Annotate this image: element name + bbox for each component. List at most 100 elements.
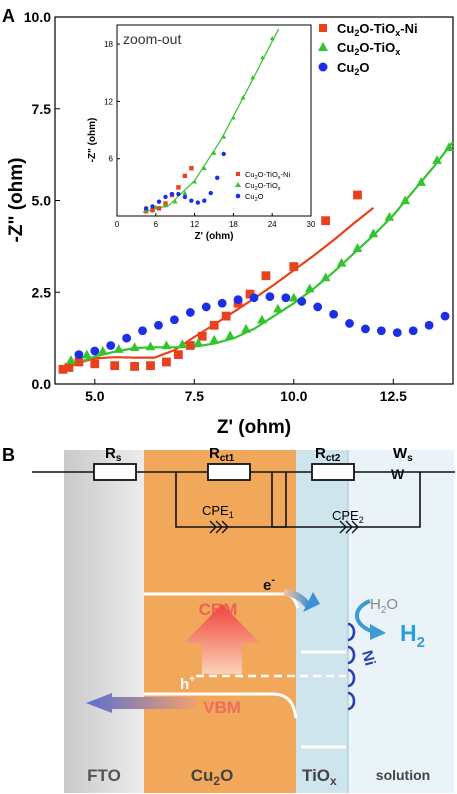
y-tick-label: 6 <box>109 155 114 164</box>
data-point-cu2o <box>233 295 243 304</box>
data-point-cu2o-tiox <box>240 95 246 100</box>
inset-legend: Cu2O-TiOx-Ni Cu2O-TiOx Cu2O <box>235 170 290 203</box>
data-point-cu2o <box>122 333 132 343</box>
ws-label: Ws <box>393 445 413 464</box>
main-data-points <box>58 142 454 374</box>
main-x-axis-label: Z' (ohm) <box>217 417 291 438</box>
legend-label-cu2o: Cu2O <box>337 60 369 77</box>
data-point-cu2o <box>156 199 162 204</box>
fto-label: FTO <box>87 766 121 785</box>
rs-resistor <box>93 463 137 481</box>
data-point-cu2o <box>408 326 418 336</box>
data-point-cu2o-tiox <box>257 314 267 324</box>
data-point-cu2o-tiox-ni <box>64 363 74 372</box>
data-point-cu2o <box>74 350 84 360</box>
inset-zoom-out-plot: zoom-out 0 6 12 18 24 30 6 12 18 Z' (ohm) -Z" (o… <box>87 24 316 242</box>
data-point-cu2o-tiox <box>193 337 204 347</box>
data-point-cu2o <box>281 293 291 303</box>
electron-arrow-head <box>303 592 320 612</box>
x-tick-label: 7.5 <box>185 388 205 404</box>
data-point-cu2o <box>185 308 195 317</box>
data-point-cu2o <box>249 293 259 303</box>
data-point-cu2o-tiox-ni <box>146 361 155 371</box>
data-point-cu2o-tiox-ni <box>321 216 331 226</box>
data-point-cu2o-tiox-ni <box>189 166 194 171</box>
cpe1-label: CPE1 <box>202 503 234 520</box>
data-point-cu2o <box>345 319 354 328</box>
main-y-axis-label: -Z" (ohm) <box>6 158 27 243</box>
data-point-cu2o <box>202 198 207 203</box>
rct2-label: Rct2 <box>315 445 341 464</box>
data-point-cu2o <box>440 311 450 321</box>
data-point-cu2o-tiox <box>163 202 168 208</box>
solution-region <box>348 450 454 793</box>
data-point-cu2o-tiox <box>182 190 188 195</box>
y-tick-label: 5.0 <box>32 193 52 209</box>
rct1-resistor <box>207 463 251 481</box>
main-nyquist-plot: 5.0 7.5 10.0 12.5 0.0 2.5 5.0 7.5 10.0 <box>24 9 454 404</box>
x-tick-label: 30 <box>307 220 316 229</box>
inset-legend-label-cu2o-tiox: Cu2O-TiOx <box>245 181 281 192</box>
tiox-layer <box>296 450 348 793</box>
x-tick-label: 12.5 <box>380 388 407 404</box>
data-point-cu2o <box>215 175 220 180</box>
data-point-cu2o-tiox <box>225 330 235 340</box>
data-point-cu2o-tiox-ni <box>58 364 68 374</box>
tiox-label: TiOx <box>302 766 337 788</box>
h2o-label: H2O <box>370 596 398 616</box>
x-tick-label: 12 <box>190 220 199 229</box>
data-point-cu2o <box>195 200 201 205</box>
data-point-cu2o-tiox-ni <box>221 311 231 321</box>
data-point-cu2o-tiox <box>97 345 108 355</box>
reaction-curved-arrow <box>355 599 375 634</box>
data-point-cu2o <box>392 328 402 338</box>
data-point-cu2o-tiox <box>336 257 347 267</box>
data-point-cu2o-tiox <box>177 339 188 349</box>
data-point-cu2o-tiox-ni <box>173 350 183 360</box>
data-point-cu2o-tiox <box>82 349 92 359</box>
data-point-cu2o <box>376 326 386 336</box>
x-tick-label: 5.0 <box>85 388 105 404</box>
rct1-label: Rct1 <box>209 445 235 464</box>
ni-particle <box>347 668 356 688</box>
data-point-cu2o-tiox <box>432 155 442 164</box>
rct2-resistor <box>311 463 355 481</box>
data-point-cu2o-tiox-ni <box>176 185 181 190</box>
data-point-cu2o <box>106 341 116 350</box>
data-point-cu2o <box>201 302 211 312</box>
data-point-cu2o-tiox <box>241 323 251 333</box>
data-point-cu2o-tiox <box>129 342 140 352</box>
data-point-cu2o-tiox <box>172 199 178 204</box>
data-point-cu2o <box>265 292 275 302</box>
data-point-cu2o-tiox-ni <box>74 357 84 367</box>
main-legend: Cu2O-TiOx-Ni Cu2O-TiOx Cu2O <box>318 21 418 77</box>
cpe1-branch-wire <box>175 472 287 528</box>
y-tick-label: 2.5 <box>32 284 52 300</box>
main-axis-ticks: 5.0 7.5 10.0 12.5 0.0 2.5 5.0 7.5 10.0 <box>24 9 407 404</box>
data-point-cu2o-tiox <box>269 35 275 41</box>
inset-x-axis-label: Z' (ohm) <box>194 231 233 242</box>
panel-b-label: B <box>2 445 15 465</box>
inset-axis-ticks: 0 6 12 18 24 30 6 12 18 <box>104 40 316 229</box>
inset-legend-marker-cu2o-tiox <box>235 182 241 187</box>
cpe2-symbol <box>339 520 359 534</box>
inset-legend-label-cu2o: Cu2O <box>245 192 264 203</box>
data-point-cu2o <box>143 206 149 211</box>
legend-label-cu2o-tiox: Cu2O-TiOx <box>337 40 400 57</box>
inset-plot-frame <box>116 24 312 217</box>
legend-marker-cu2o <box>318 62 328 72</box>
equivalent-circuit: Rs Rct1 Rct2 Ws W CPE1 CPE2 <box>32 445 455 534</box>
data-point-cu2o <box>176 191 181 197</box>
data-point-cu2o <box>217 298 227 308</box>
ni-label: Ni <box>358 649 378 668</box>
data-point-cu2o-tiox <box>352 243 363 252</box>
data-point-cu2o <box>169 191 175 197</box>
data-point-cu2o-tiox <box>230 115 236 120</box>
data-point-cu2o-tiox-ni <box>197 331 207 341</box>
cbm-upward-arrow <box>184 604 260 674</box>
data-point-cu2o-tiox-ni <box>182 173 188 179</box>
legend-label-cu2o-tiox-ni: Cu2O-TiOx-Ni <box>337 21 418 38</box>
data-point-cu2o-tiox <box>201 165 207 171</box>
ni-particle <box>347 691 356 711</box>
